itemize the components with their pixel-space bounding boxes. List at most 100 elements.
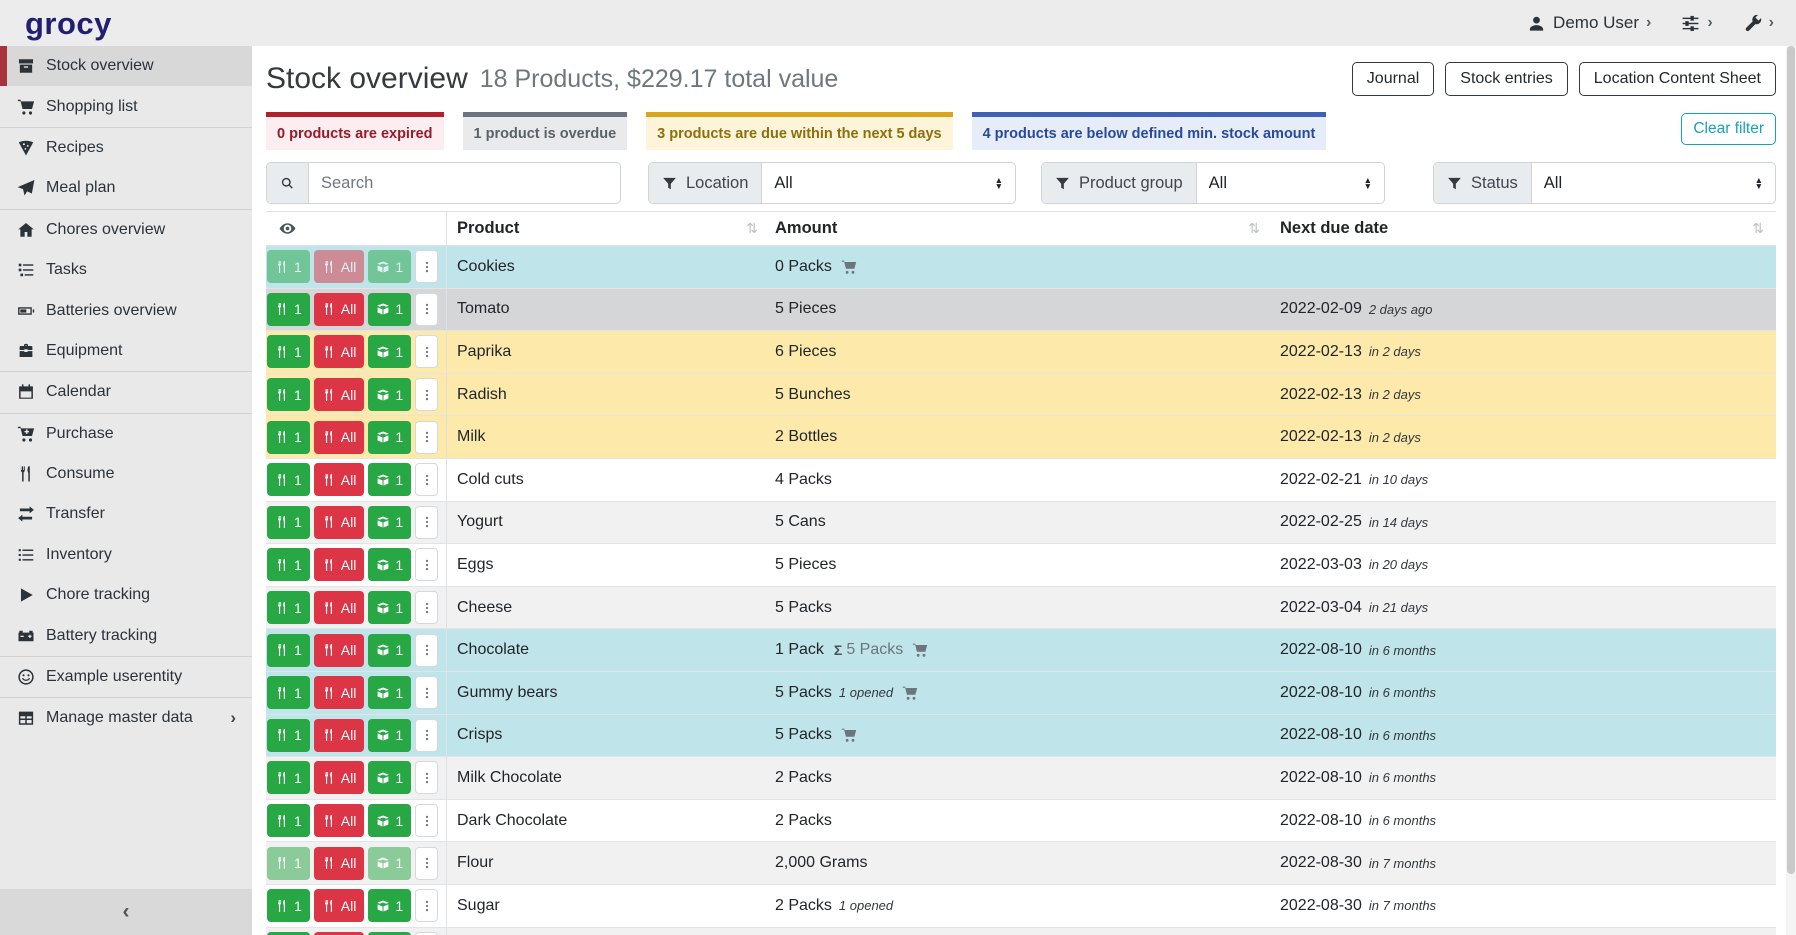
sidebar-item-chores-overview[interactable]: Chores overview (0, 210, 252, 250)
sort-icon[interactable]: ⇅ (746, 220, 758, 236)
row-menu-button[interactable] (415, 591, 439, 625)
status-select[interactable]: All ▲ ▼ (1532, 163, 1775, 203)
open-one-button[interactable]: 1 (368, 846, 412, 880)
scrollbar-thumb[interactable] (1787, 46, 1795, 874)
sidebar-item-manage-master-data[interactable]: Manage master data › (0, 698, 252, 738)
open-one-button[interactable]: 1 (368, 548, 412, 582)
row-menu-button[interactable] (415, 335, 439, 369)
consume-all-button[interactable]: All (313, 846, 365, 880)
consume-all-button[interactable]: All (313, 804, 365, 838)
journal-button[interactable]: Journal (1351, 62, 1435, 96)
open-one-button[interactable]: 1 (368, 335, 412, 369)
consume-all-button[interactable]: All (313, 548, 365, 582)
sidebar-collapse-button[interactable]: ‹ (0, 889, 252, 935)
sidebar-item-meal-plan[interactable]: Meal plan (0, 168, 252, 208)
sidebar-item-tasks[interactable]: Tasks (0, 250, 252, 290)
open-one-button[interactable]: 1 (368, 420, 412, 454)
status-card-1[interactable]: 1 product is overdue (462, 112, 628, 150)
open-one-button[interactable]: 1 (368, 591, 412, 625)
row-menu-button[interactable] (415, 548, 439, 582)
sidebar-item-purchase[interactable]: Purchase (0, 414, 252, 454)
consume-all-button[interactable]: All (313, 633, 365, 667)
sort-icon[interactable]: ⇅ (1248, 220, 1260, 236)
consume-one-button[interactable]: 1 (267, 846, 310, 880)
consume-all-button[interactable]: All (313, 889, 365, 923)
open-one-button[interactable]: 1 (368, 804, 412, 838)
consume-all-button[interactable]: All (313, 463, 365, 497)
row-menu-button[interactable] (415, 761, 439, 795)
sidebar-item-batteries-overview[interactable]: Batteries overview (0, 290, 252, 330)
row-menu-button[interactable] (415, 378, 439, 412)
consume-one-button[interactable]: 1 (267, 889, 310, 923)
consume-all-button[interactable]: All (313, 591, 365, 625)
consume-all-button[interactable]: All (313, 250, 365, 284)
consume-one-button[interactable]: 1 (267, 292, 310, 326)
consume-all-button[interactable]: All (313, 420, 365, 454)
toggle-hidden-products[interactable] (266, 212, 446, 245)
consume-all-button[interactable]: All (313, 676, 365, 710)
consume-one-button[interactable]: 1 (267, 591, 310, 625)
sidebar-item-calendar[interactable]: Calendar (0, 372, 252, 412)
consume-one-button[interactable]: 1 (267, 718, 310, 752)
open-one-button[interactable]: 1 (368, 718, 412, 752)
open-one-button[interactable]: 1 (368, 463, 412, 497)
row-menu-button[interactable] (415, 463, 439, 497)
location-select[interactable]: All ▲ ▼ (762, 163, 1015, 203)
sidebar-item-stock-overview[interactable]: Stock overview (0, 46, 252, 87)
consume-all-button[interactable]: All (313, 292, 365, 326)
status-card-0[interactable]: 0 products are expired (266, 112, 444, 150)
row-menu-button[interactable] (415, 718, 439, 752)
open-one-button[interactable]: 1 (368, 676, 412, 710)
sidebar-item-chore-tracking[interactable]: Chore tracking (0, 575, 252, 615)
column-header-product[interactable]: Product ⇅ (446, 212, 770, 245)
sidebar-item-inventory[interactable]: Inventory (0, 535, 252, 575)
consume-one-button[interactable]: 1 (267, 335, 310, 369)
sidebar-item-example-userentity[interactable]: Example userentity (0, 657, 252, 697)
consume-one-button[interactable]: 1 (267, 931, 310, 935)
consume-one-button[interactable]: 1 (267, 676, 310, 710)
consume-one-button[interactable]: 1 (267, 633, 310, 667)
sidebar-item-transfer[interactable]: Transfer (0, 494, 252, 534)
consume-one-button[interactable]: 1 (267, 250, 310, 284)
open-one-button[interactable]: 1 (368, 292, 412, 326)
consume-one-button[interactable]: 1 (267, 548, 310, 582)
row-menu-button[interactable] (415, 420, 439, 454)
status-card-3[interactable]: 4 products are below defined min. stock … (971, 112, 1327, 150)
row-menu-button[interactable] (415, 676, 439, 710)
open-one-button[interactable]: 1 (368, 761, 412, 795)
row-menu-button[interactable] (415, 505, 439, 539)
sidebar-item-battery-tracking[interactable]: Battery tracking (0, 615, 252, 655)
open-one-button[interactable]: 1 (368, 633, 412, 667)
stock-entries-button[interactable]: Stock entries (1445, 62, 1568, 96)
consume-all-button[interactable]: All (313, 718, 365, 752)
clear-filter-button[interactable]: Clear filter (1681, 113, 1776, 145)
sidebar-item-shopping-list[interactable]: Shopping list (0, 86, 252, 126)
row-menu-button[interactable] (415, 250, 439, 284)
consume-one-button[interactable]: 1 (267, 505, 310, 539)
row-menu-button[interactable] (415, 931, 439, 935)
sidebar-item-recipes[interactable]: Recipes (0, 128, 252, 168)
consume-one-button[interactable]: 1 (267, 420, 310, 454)
settings-menu[interactable]: › (1681, 14, 1713, 33)
row-menu-button[interactable] (415, 804, 439, 838)
status-card-2[interactable]: 3 products are due within the next 5 day… (646, 112, 953, 150)
open-one-button[interactable]: 1 (368, 250, 412, 284)
location-content-sheet-button[interactable]: Location Content Sheet (1578, 62, 1776, 96)
vertical-scrollbar[interactable] (1786, 46, 1796, 935)
consume-one-button[interactable]: 1 (267, 804, 310, 838)
consume-all-button[interactable]: All (313, 378, 365, 412)
open-one-button[interactable]: 1 (368, 505, 412, 539)
row-menu-button[interactable] (415, 292, 439, 326)
search-input[interactable] (309, 163, 620, 203)
row-menu-button[interactable] (415, 633, 439, 667)
consume-all-button[interactable]: All (313, 335, 365, 369)
open-one-button[interactable]: 1 (368, 931, 412, 935)
open-one-button[interactable]: 1 (368, 378, 412, 412)
consume-all-button[interactable]: All (313, 505, 365, 539)
user-menu[interactable]: Demo User › (1527, 13, 1651, 33)
row-menu-button[interactable] (415, 846, 439, 880)
sidebar-item-consume[interactable]: Consume (0, 454, 252, 494)
consume-all-button[interactable]: All (313, 761, 365, 795)
consume-one-button[interactable]: 1 (267, 378, 310, 412)
consume-one-button[interactable]: 1 (267, 463, 310, 497)
